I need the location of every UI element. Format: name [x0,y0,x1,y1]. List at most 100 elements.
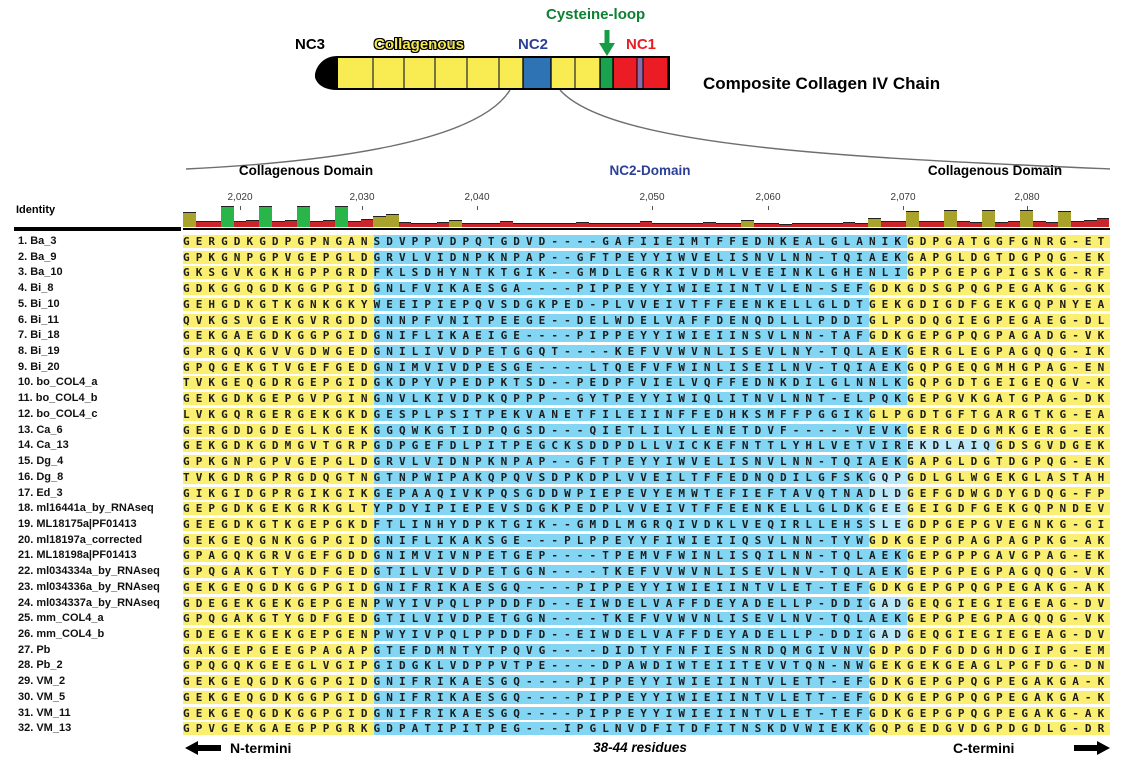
nc2-segment-text: FTLINHYDPKTGIK--GMDLMGRQIVDKLVEQIRLLEHS [373,517,869,531]
identity-bar [766,223,780,227]
collagenous-segment-text: GERGDDGDEGLKGEK [183,423,374,437]
collagenous-segment-text: GDEGEKGEKGEPGEN [183,627,374,641]
collagenous-segment-text: GEKGEQGDKGGPGID [183,690,374,704]
identity-bar [906,211,919,227]
nc2-boundary-text: EKDLAIQ [907,439,996,453]
identity-bar-cell [347,221,361,227]
identity-bar-cell [855,223,869,227]
ruler-tick-mark [477,206,478,210]
identity-bar [677,223,691,227]
identity-bar-cell [589,223,602,227]
identity-bar-cell [449,220,463,227]
sequence-row: GEKGDKGDMGVTGRPGDPGEFDLPITPEGCKSDDPDLLVI… [183,438,1111,454]
identity-bar-cell [792,223,805,227]
collagenous-segment-text: GEKGDKGDMGVTGRP [183,439,374,453]
collagenous-segment-text: GQPGDTGEIGEQGV-K [907,376,1111,390]
alignment-matrix: GERGDKGDPGPNGANSDVPPVDPQTGDVD----GAFIIEI… [183,234,1111,737]
identity-bar [525,223,539,227]
identity-bar [462,223,475,227]
identity-bar-cell [804,223,818,227]
ruler-tick-label: 2,020 [227,192,253,203]
identity-bar-cell [614,223,628,227]
identity-bar-cell [817,223,831,227]
collagenous-segment-text: GPQGEKGTVGEFGED [183,360,374,374]
nc2-segment-text: GKDPYVPEDPKTSD--PEDPFVIELVQFFEDNKDILGLNN… [373,376,908,390]
identity-bar [550,223,564,227]
sequence-row: GIKGIDGPRGIKGIKGEPAAQIVKPQSGDDWPIEPEVYEM… [183,486,1111,502]
sequence-name: 5. Bi_10 [18,297,60,310]
identity-bar [639,221,653,227]
identity-bar-cell [424,223,437,227]
collagenous-segment-text: GERGDKGDPGPNGAN [183,235,374,248]
nc2-segment-text: GNILIVVDPETGGQT----KEFVVWVNLISEVLNY-TQLA… [373,345,908,359]
collagenous-segment-text: GEKGEQGDKGGPGID [183,580,374,594]
sequence-row: GPQGQKGEEGLVGIPGIDGKLVDPPVTPE----DPAWDIW… [183,658,1111,674]
nc2-segment-text: GNVLKIVDPKQPPP--GYTPEYYIWIQLITNVLNNT-ELP… [373,392,908,406]
nc2-boundary-text: GEE [868,502,908,516]
collagenous-segment-text: TVKGEQGDRGEPGID [183,376,374,390]
nc2-label: NC2 [518,36,549,53]
identity-bar [804,223,818,227]
identity-bar-cell [753,223,767,227]
sequence-row: GPQGEKGTVGEFGEDGNIMVIVDPESGE----LTQEFVFW… [183,360,1111,376]
identity-bar [500,221,513,227]
identity-bar [779,224,792,227]
collagenous-segment-text: GPQGAKGTYGDFGED [183,612,374,626]
identity-bar [373,216,386,227]
collagenous-segment-text: GLPGDQGIEGPEGAEG-DL [868,313,1111,327]
sequence-name: 29. VM_2 [18,675,66,688]
identity-bar-cell [944,210,957,227]
sequence-row: TVKGDRGPRGDQGTNGTNPWIPAKQPQVSDPKDPLVVEIL… [183,470,1111,486]
sequence-name: 6. Bi_11 [18,313,59,326]
identity-bar [424,223,437,227]
identity-bar [297,206,310,227]
identity-bar [1083,220,1097,227]
identity-bar-cell [969,222,983,227]
collagenous-segment-text: GEPGPEGPAGQQG-VK [907,565,1111,579]
collagenous-segment-text: GQPGEDGVDGPDGDLG-DR [868,722,1111,736]
collagenous-label: Collagenous [374,36,465,53]
sequence-row: GEKGEQGNKGGPGIDGNIFLIKAKSGE---PLPPEYYFIW… [183,533,1111,549]
sequence-name: 21. ML18198a|PF01413 [18,549,137,562]
identity-bar-cell [1071,221,1084,227]
identity-bar [449,220,463,227]
sequence-name: 22. ml034334a_by_RNAseq [18,565,160,578]
segment-dividers [372,57,576,89]
sequence-row: GPKGNPGPVGEPGLDGRVLVIDNPKNPAP--GFTPEYYIW… [183,454,1111,470]
nc2-segment-text: FKLSDHYNTKTGIK--GMDLEGRKIVDMLVEEINKLGHEN… [373,266,908,280]
sequence-name: 12. bo_COL4_c [18,407,98,420]
position-ruler: 2,020 2,030 2,040 2,050 2,060 2,070 2,080 [183,192,1110,210]
collagenous-segment-text: GDKGDSGPQGPEGAKG-GK [868,282,1111,296]
identity-bar [309,221,323,227]
sequence-row: GEKGEQGDKGGPGIDGNIFRIKAESGQ----PIPPEYYIW… [183,690,1111,706]
sequence-row: GAKGEPGEEGPAGAPGTEFDMNTYTPQVG----DIDTYFN… [183,643,1111,659]
identity-bar [512,223,526,227]
sequence-name: 15. Dg_4 [18,455,64,468]
collagenous-segment-text: GEHGDKGTKGNKGKY [183,297,374,311]
sequence-row: GEKGEQGDKGGPGIDGNIFRIKAESGQ----PIPPEYYIW… [183,706,1111,722]
identity-bar [601,223,615,227]
collagenous-segment-text: GDPGATGGFGNRG-ET [907,235,1111,248]
identity-bar [741,220,754,227]
collagenous-segment-text: GAPGLDGTDGPQG-EK [907,455,1111,469]
identity-bar [474,223,488,227]
collagenous-segment-text: GDKGEPGPQGPAGADG-VK [868,329,1111,343]
nc2-segment-text: GDPGEFDLPITPEGCKSDDPDLLVICKEFNTTLYHLVETV… [373,439,908,453]
c-termini-arrow-icon [1074,741,1110,755]
collagenous-segment-text: GPVGEKGAEGPPGRK [183,722,374,736]
identity-bar [690,223,704,227]
identity-bar-cell [779,224,792,227]
collagenous-segment-text: GLPGDTGFTGARGTKG-EA [868,407,1111,421]
identity-bar [271,221,285,227]
sequence-name: 16. Dg_8 [18,470,64,483]
identity-bar-cell [297,206,310,227]
identity-bar [183,212,196,227]
collagenous-segment-text: GEPGDKGEKGRKGLT [183,502,374,516]
identity-bar-cell [982,210,995,227]
identity-bar-cell [563,223,577,227]
identity-bar-cell [830,223,843,227]
collagenous-segment-text: GERGLEGPAGQQG-IK [907,345,1111,359]
sequence-name: 9. Bi_20 [18,360,60,373]
identity-bar [1045,222,1059,227]
nc2-segment-text: GTILVIVDPETGGN----TKEFVVWVNLISEVLNV-TQLA… [373,612,908,626]
